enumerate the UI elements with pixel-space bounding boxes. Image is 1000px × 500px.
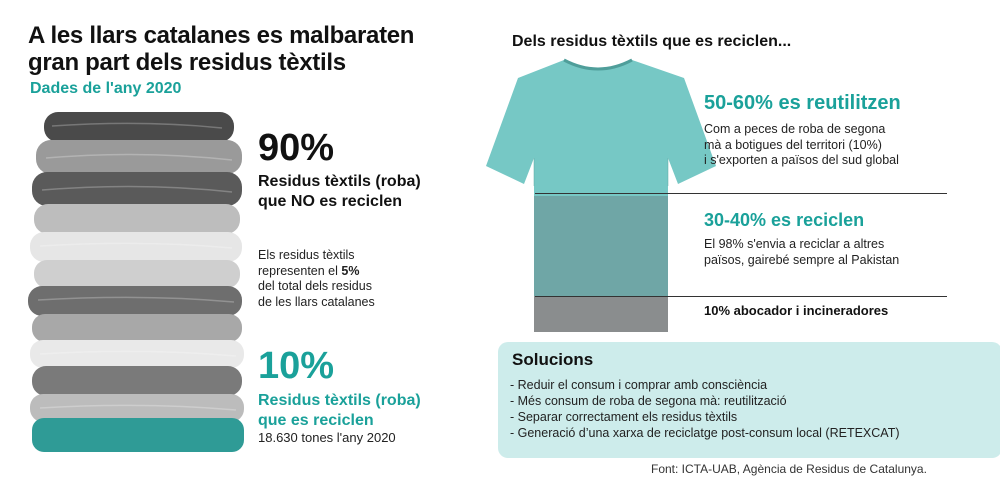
share-of-household-waste-note: Els residus tèxtils representen el 5% de… — [258, 248, 375, 310]
title-line-1: A les llars catalanes es malbaraten — [28, 22, 415, 49]
recycled-breakdown-title: Dels residus tèxtils que es reciclen... — [512, 33, 792, 50]
tshirt-breakdown-image — [486, 58, 716, 332]
landfill-heading: 10% abocador i incineradores — [704, 303, 889, 318]
recycle-description: El 98% s'envia a reciclar a altres païso… — [704, 237, 899, 268]
solution-item: - Separar correctament els residus tèxti… — [510, 410, 738, 424]
note-line-2: representen el 5% — [258, 264, 375, 280]
subtitle-year: Dades de l'any 2020 — [30, 80, 182, 97]
reuse-line-1: Com a peces de roba de segona — [704, 122, 886, 136]
recycled-tonnage: 18.630 tones l'any 2020 — [258, 430, 396, 445]
not-recycled-line-1: Residus tèxtils (roba) — [258, 173, 421, 190]
solutions-panel — [498, 342, 1000, 458]
note-line-3: del total dels residus — [258, 279, 372, 293]
recycled-line-2: que es reciclen — [258, 412, 374, 429]
note-line-4: de les llars catalanes — [258, 294, 375, 309]
reuse-description: Com a peces de roba de segona mà a botig… — [704, 122, 899, 169]
shirt-recycle-band — [486, 196, 716, 296]
reuse-line-3: i s'exporten a països del sud global — [704, 153, 899, 167]
solution-item: - Generació d’una xarxa de reciclatge po… — [510, 426, 900, 440]
reuse-line-2: mà a botigues del territori (10%) — [704, 137, 882, 152]
shirt-landfill-band — [486, 296, 716, 332]
infographic-title: A les llars catalanes es malbaraten gran… — [28, 22, 414, 76]
recycle-line-1: El 98% s'envia a reciclar a altres — [704, 237, 885, 251]
stack-layers — [28, 112, 244, 452]
not-recycled-percentage: 90% — [258, 127, 335, 169]
recycle-heading: 30-40% es reciclen — [704, 210, 865, 230]
note-line-1: Els residus tèxtils — [258, 248, 355, 262]
reuse-divider-line — [535, 193, 947, 194]
solutions-heading: Solucions — [512, 350, 594, 369]
not-recycled-description: Residus tèxtils (roba) que NO es recicle… — [258, 172, 421, 212]
source-credit: Font: ICTA-UAB, Agència de Residus de Ca… — [651, 462, 927, 476]
title-line-2: gran part dels residus tèxtils — [28, 49, 346, 76]
note-line-2-text: representen el — [258, 263, 342, 278]
recycled-percentage: 10% — [258, 345, 335, 387]
reuse-heading: 50-60% es reutilitzen — [704, 92, 901, 114]
not-recycled-line-2: que NO es reciclen — [258, 193, 403, 210]
recycled-line-1: Residus tèxtils (roba) — [258, 392, 421, 409]
solution-item: - Reduir el consum i comprar amb consciè… — [510, 378, 768, 392]
note-highlight-value: 5% — [341, 263, 360, 278]
folded-clothes-stack-image — [28, 112, 244, 452]
solution-item: - Més consum de roba de segona mà: reuti… — [510, 394, 787, 408]
recycled-description: Residus tèxtils (roba) que es reciclen — [258, 391, 421, 431]
recycle-line-2: països, gairebé sempre al Pakistan — [704, 252, 900, 267]
shirt-reuse-band — [486, 60, 716, 196]
solutions-list: - Reduir el consum i comprar amb consciè… — [510, 377, 900, 441]
recycle-divider-line — [535, 296, 947, 297]
